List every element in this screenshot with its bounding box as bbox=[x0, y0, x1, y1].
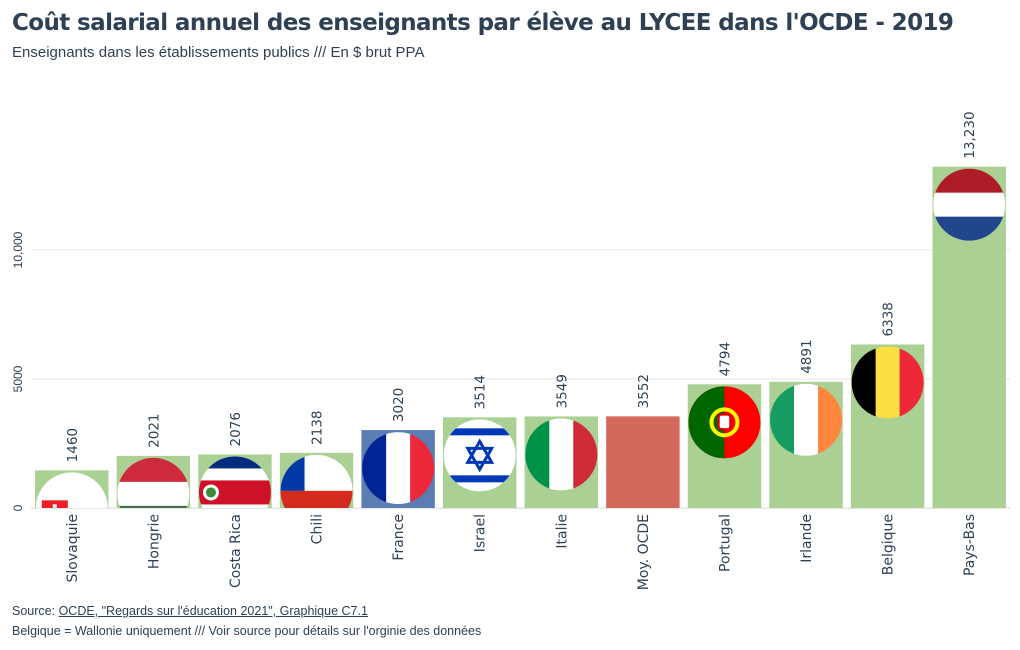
source-line: Source: OCDE, "Regards sur l'éducation 2… bbox=[12, 604, 368, 618]
x-tick-label: Hongrie bbox=[146, 514, 162, 569]
x-tick-label: Portugal bbox=[717, 514, 733, 572]
source-link[interactable]: OCDE, "Regards sur l'éducation 2021", Gr… bbox=[58, 604, 368, 618]
data-label: 2076 bbox=[228, 412, 244, 446]
y-tick-label: 5000 bbox=[11, 365, 25, 392]
portugal-flag-icon bbox=[688, 386, 761, 459]
data-label: 3552 bbox=[636, 374, 652, 408]
footnote: Belgique = Wallonie uniquement /// Voir … bbox=[12, 624, 482, 638]
data-label: 4891 bbox=[799, 339, 815, 373]
data-label: 6338 bbox=[881, 302, 897, 336]
x-tick-label: Pays-Bas bbox=[962, 514, 978, 576]
ireland-flag-icon bbox=[770, 383, 843, 456]
x-tick-label: Slovaquie bbox=[65, 514, 81, 582]
data-label: 4794 bbox=[717, 342, 733, 376]
source-prefix: Source: bbox=[12, 604, 59, 618]
data-label: 1460 bbox=[65, 428, 81, 462]
data-labels: 1460 2021 2076 2138 3020 3514 3549 3552 4794 4891… bbox=[65, 111, 978, 462]
israel-flag-icon bbox=[443, 419, 516, 492]
gridlines bbox=[31, 249, 1010, 509]
belgium-flag-icon bbox=[851, 346, 924, 419]
chart-title: Coût salarial annuel des enseignants par… bbox=[12, 10, 954, 36]
data-label: 13,230 bbox=[962, 111, 978, 158]
y-tick-label: 0 bbox=[11, 504, 25, 511]
bar-moy-ocde[interactable] bbox=[606, 416, 680, 508]
x-tick-label: Italie bbox=[554, 514, 570, 549]
x-tick-label: Israel bbox=[473, 514, 489, 552]
data-label: 3514 bbox=[473, 375, 489, 409]
data-label: 2138 bbox=[310, 410, 326, 444]
x-tick-label: Chili bbox=[310, 514, 326, 544]
data-label: 2021 bbox=[146, 413, 162, 447]
x-tick-label: Moy. OCDE bbox=[636, 514, 652, 590]
chart-subtitle: Enseignants dans les établissements publ… bbox=[12, 44, 425, 61]
italy-flag-icon bbox=[525, 418, 598, 491]
netherlands-flag-icon bbox=[933, 168, 1006, 241]
data-label: 3020 bbox=[391, 388, 407, 422]
x-tick-label: France bbox=[391, 514, 407, 561]
x-tick-label: Costa Rica bbox=[228, 514, 244, 588]
data-label: 3549 bbox=[554, 374, 570, 408]
y-tick-label: 10,000 bbox=[11, 231, 25, 268]
x-tick-label: Irlande bbox=[799, 514, 815, 563]
france-flag-icon bbox=[362, 432, 435, 505]
y-axis-ticks: 0 5000 10,000 bbox=[11, 231, 25, 511]
x-tick-label: Belgique bbox=[881, 514, 897, 575]
flags bbox=[35, 168, 1006, 509]
x-axis-labels: Slovaquie Hongrie Costa Rica Chili France Isr… bbox=[65, 514, 978, 590]
bars bbox=[35, 166, 1006, 508]
